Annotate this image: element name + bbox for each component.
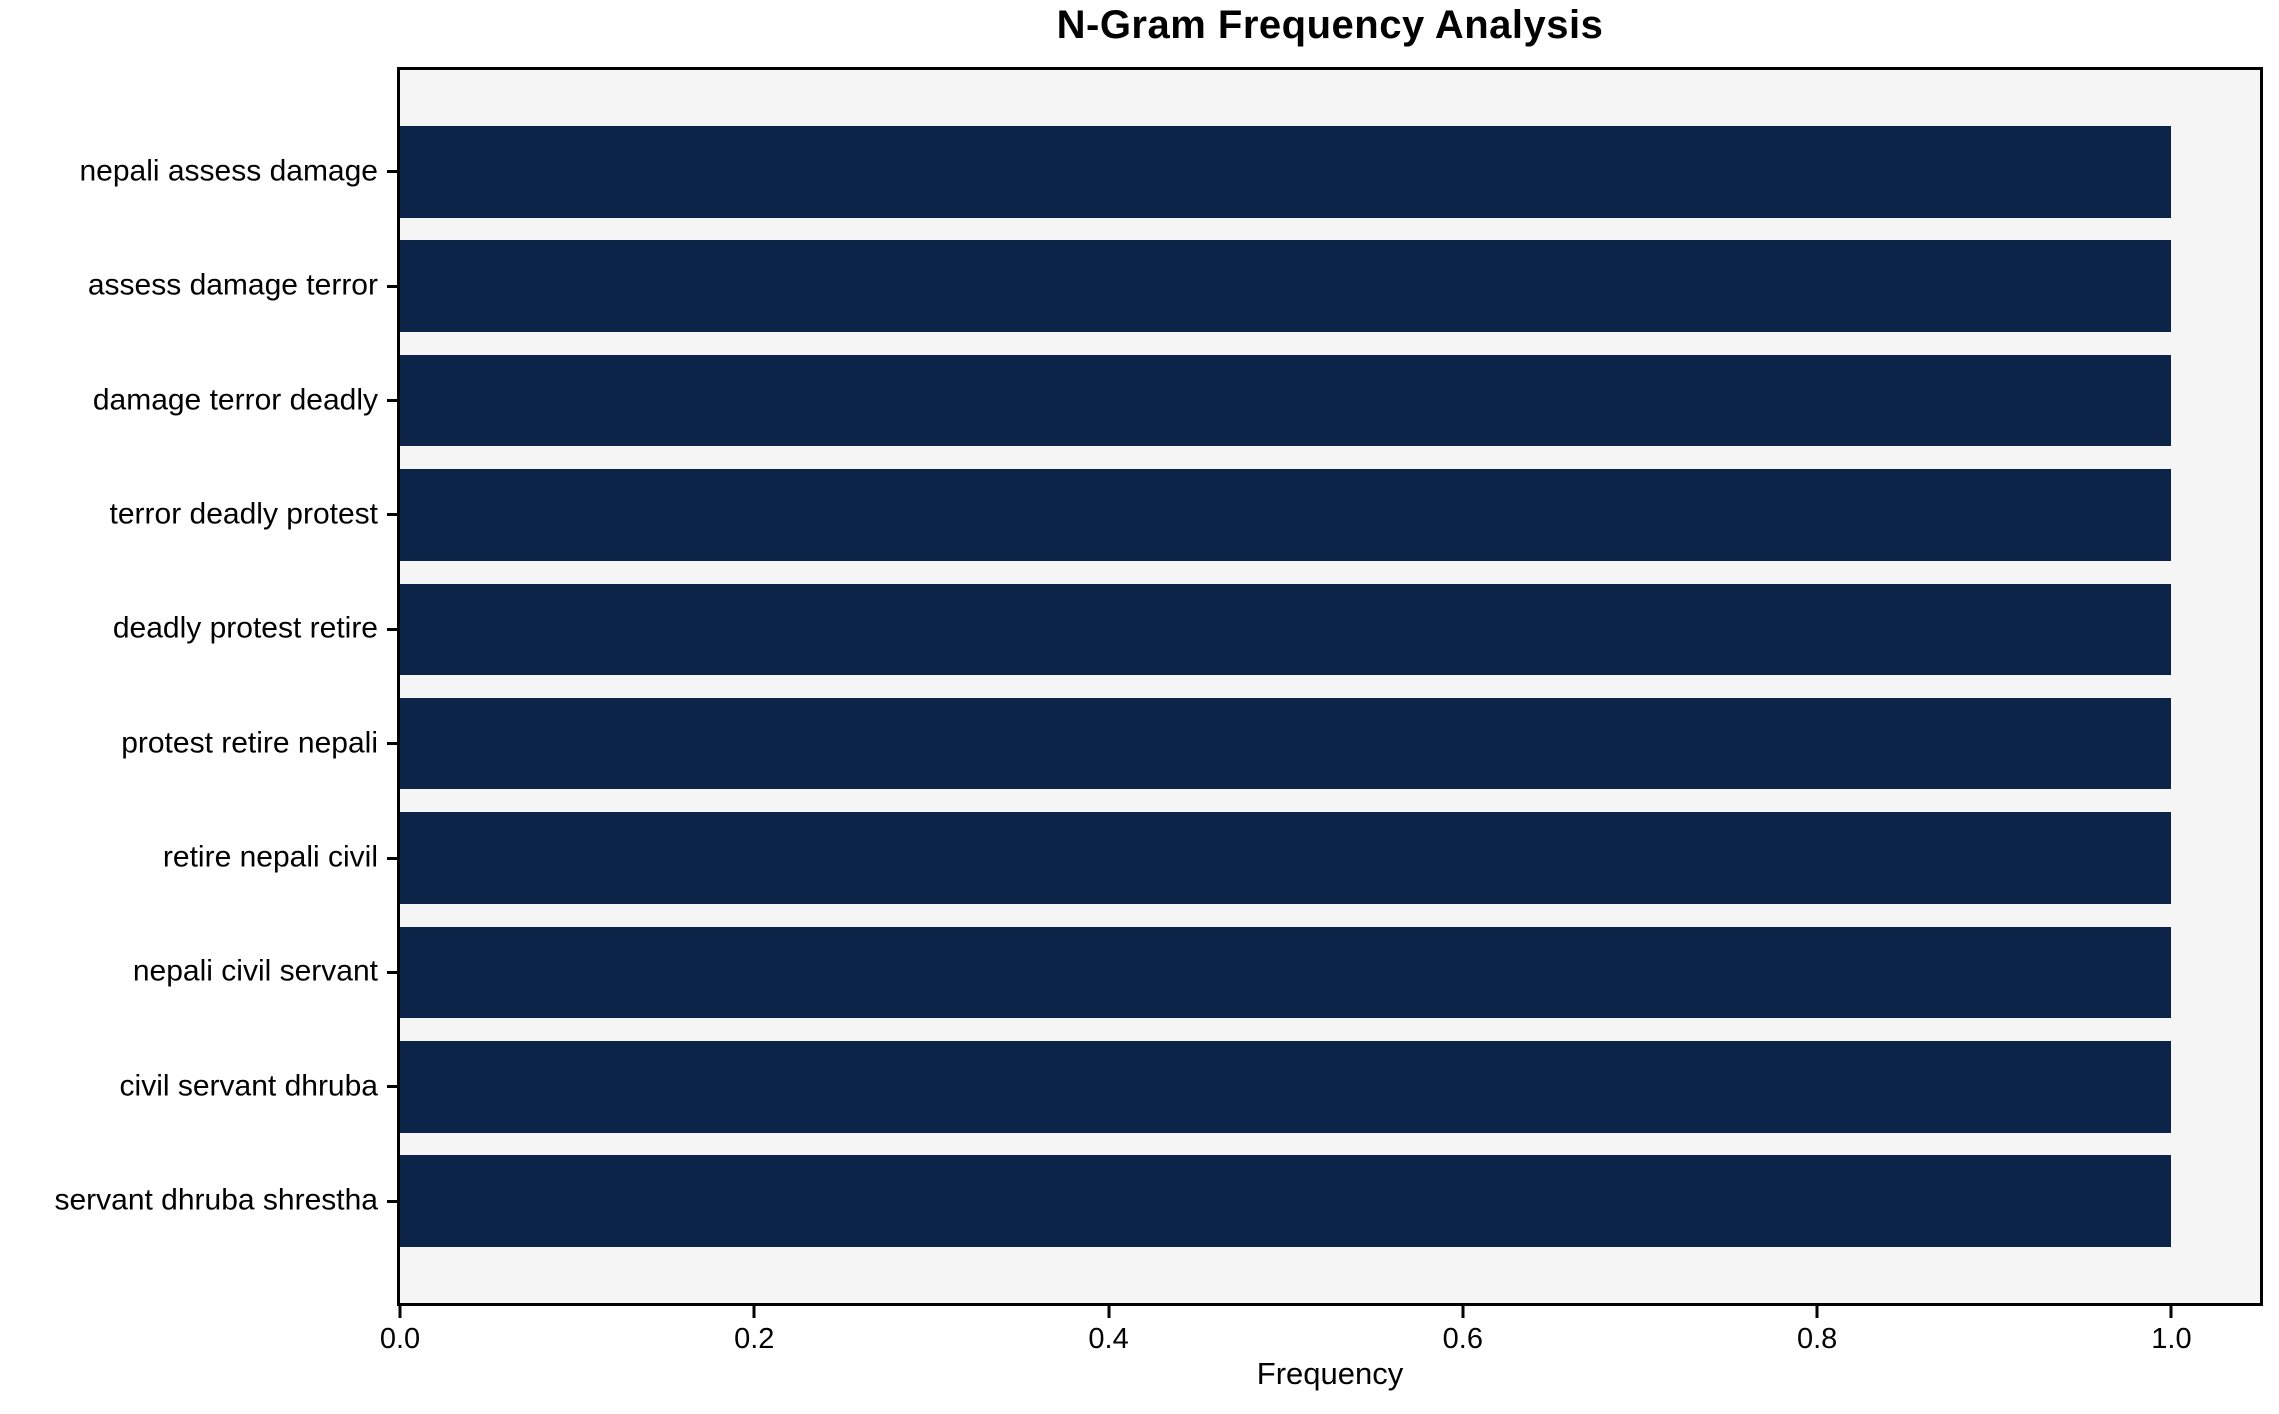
y-tick-mark [387, 284, 397, 288]
y-tick-mark [387, 627, 397, 631]
bar [400, 1155, 2172, 1247]
y-tick-label: servant dhruba shrestha [54, 1183, 378, 1217]
x-tick-label: 0.4 [1088, 1323, 1129, 1355]
x-tick-label: 0.2 [734, 1323, 775, 1355]
y-tick-mark [387, 856, 397, 860]
y-tick-label: nepali civil servant [132, 954, 378, 988]
y-tick-label: nepali assess damage [79, 154, 378, 188]
chart-title: N-Gram Frequency Analysis [1056, 3, 1604, 47]
x-axis-title: Frequency [1256, 1356, 1404, 1391]
y-tick-label: deadly protest retire [112, 611, 378, 645]
y-tick-label: civil servant dhruba [119, 1069, 378, 1103]
y-axis-labels: nepali assess damage assess damage terror… [0, 70, 378, 1303]
x-tick-mark [398, 1306, 402, 1318]
x-tick-label: 0.6 [1442, 1323, 1484, 1355]
y-tick-label: terror deadly protest [109, 497, 378, 531]
bar [400, 583, 2172, 676]
plot-area: 0.0 0.2 0.4 0.6 0.8 1.0 [380, 67, 2263, 1354]
x-tick-label: 0.0 [379, 1323, 421, 1355]
x-tick-label: 1.0 [2151, 1323, 2192, 1355]
bar [400, 812, 2172, 904]
bar [400, 697, 2172, 790]
x-tick-mark [1107, 1306, 1111, 1318]
bar [400, 240, 2172, 332]
bar [400, 354, 2172, 447]
y-tick-label: assess damage terror [87, 268, 378, 302]
bar [400, 926, 2172, 1019]
y-tick-mark [387, 742, 397, 746]
y-tick-mark [387, 970, 397, 974]
x-tick-mark [752, 1306, 756, 1318]
y-tick-mark [387, 399, 397, 403]
bar [400, 126, 2172, 218]
y-tick-mark [387, 1085, 397, 1089]
x-tick-mark [2169, 1306, 2173, 1318]
y-tick-label: retire nepali civil [162, 840, 378, 874]
bar [400, 469, 2172, 561]
y-tick-label: damage terror deadly [92, 382, 378, 416]
x-tick-label: 0.8 [1796, 1323, 1838, 1355]
y-tick-label: protest retire nepali [121, 726, 378, 760]
x-tick-mark [1461, 1306, 1465, 1318]
bar [400, 1041, 2172, 1133]
y-tick-mark [387, 1199, 397, 1203]
y-tick-mark [387, 170, 397, 174]
x-tick-mark [1815, 1306, 1819, 1318]
y-tick-mark [387, 513, 397, 517]
